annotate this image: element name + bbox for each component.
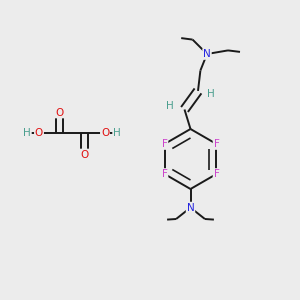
Text: F: F (214, 139, 219, 149)
Text: F: F (214, 169, 219, 179)
Text: N: N (187, 202, 194, 213)
Text: O: O (101, 128, 109, 139)
Text: H: H (207, 89, 214, 100)
Text: O: O (35, 128, 43, 139)
Text: H: H (166, 101, 174, 111)
Text: O: O (80, 149, 89, 160)
Text: H: H (113, 128, 121, 139)
Text: H: H (23, 128, 31, 139)
Text: F: F (162, 139, 167, 149)
Text: O: O (55, 107, 64, 118)
Text: F: F (162, 169, 167, 179)
Text: N: N (203, 49, 211, 59)
